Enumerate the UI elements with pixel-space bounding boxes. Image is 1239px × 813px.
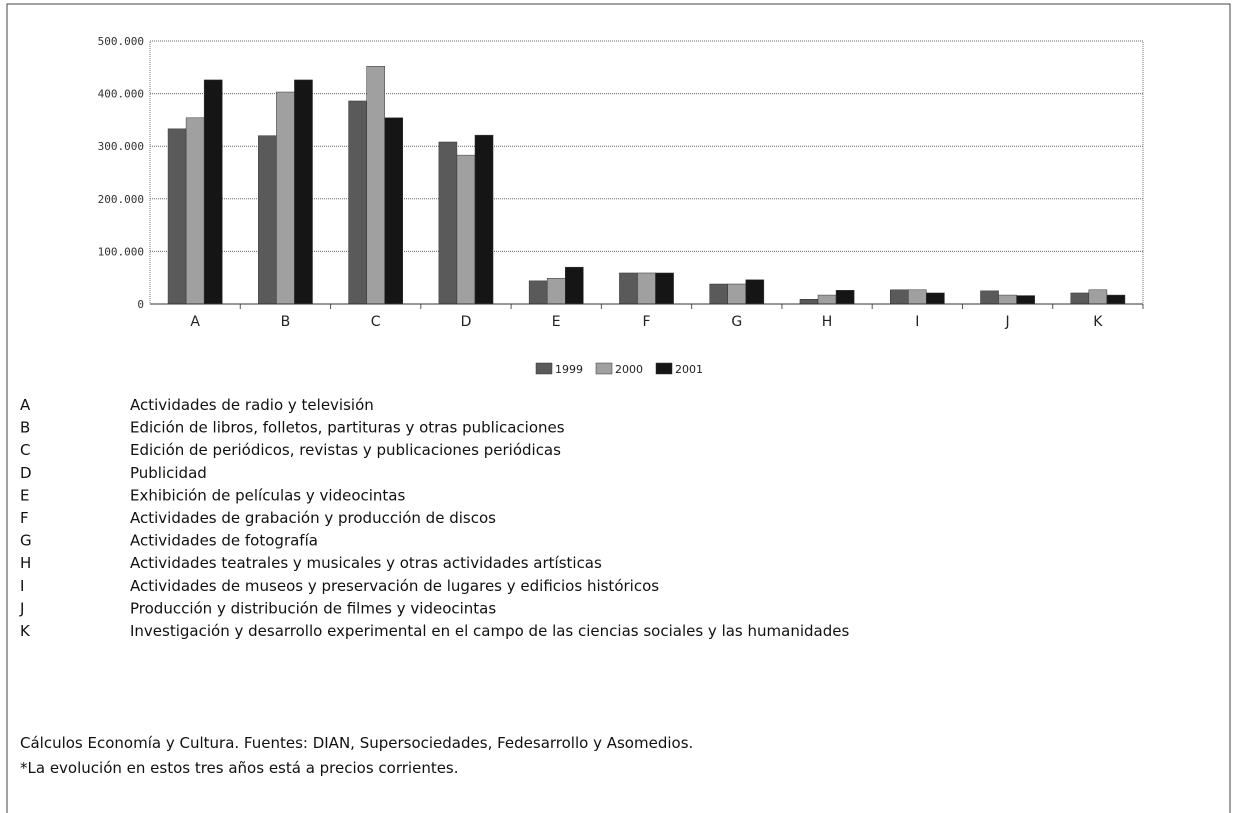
legend-label: 2001 (675, 363, 703, 376)
bar (185, 117, 205, 305)
description-text: Actividades de fotografía (130, 532, 318, 550)
bar (1016, 295, 1035, 305)
x-tick-label: E (552, 314, 561, 330)
x-tick-label: C (371, 314, 381, 330)
description-letter: K (20, 622, 31, 640)
description-letter: A (20, 396, 31, 414)
bar (546, 277, 566, 305)
x-tick-label: F (642, 314, 650, 330)
bar (366, 65, 385, 305)
bar (637, 272, 656, 305)
bar (203, 79, 223, 305)
y-tick-label: 0 (137, 298, 144, 311)
bar (745, 279, 765, 305)
bar (817, 294, 837, 305)
bar (709, 283, 728, 305)
source: Cálculos Economía y Cultura. Fuentes: DI… (20, 734, 693, 752)
description-letter: J (19, 599, 24, 617)
bar (1070, 292, 1090, 305)
bar (528, 280, 548, 305)
y-tick-label: 100.000 (98, 245, 144, 258)
bar (1106, 294, 1126, 305)
frame (6, 3, 1231, 813)
x-tick-label: J (1005, 314, 1010, 330)
description-text: Actividades teatrales y musicales y otra… (130, 554, 602, 572)
description-letter: D (20, 464, 32, 482)
y-tick-label: 200.000 (98, 193, 144, 206)
bar (980, 290, 999, 305)
description-text: Actividades de museos y preservación de … (130, 577, 659, 595)
y-tick-label: 500.000 (98, 35, 144, 48)
description-text: Exhibición de películas y videocintas (130, 486, 405, 504)
y-tick-label: 400.000 (98, 88, 144, 101)
description-text: Actividades de radio y televisión (130, 396, 374, 414)
bar (799, 299, 819, 305)
bar (889, 289, 909, 305)
x-tick-label: D (461, 314, 472, 330)
bar (727, 283, 747, 305)
description-letter: G (20, 532, 32, 550)
description-text: Publicidad (130, 464, 207, 482)
bar (384, 117, 404, 305)
legend-swatch (655, 362, 673, 375)
bar (348, 100, 367, 305)
bar (258, 135, 277, 305)
bar (998, 294, 1017, 305)
description-text: Actividades de grabación y producción de… (130, 509, 496, 527)
x-tick-label: I (915, 314, 919, 330)
description-letter: F (20, 509, 29, 527)
bar (655, 272, 674, 305)
bar (276, 91, 295, 305)
x-tick-label: A (190, 314, 200, 330)
bar (167, 128, 187, 305)
legend-swatch (535, 362, 553, 375)
description-letter: E (20, 486, 29, 504)
description-text: Investigación y desarrollo experimental … (130, 622, 849, 640)
description-letter: I (20, 577, 24, 595)
y-tick-label: 300.000 (98, 140, 144, 153)
x-tick-label: B (281, 314, 291, 330)
x-tick-label: K (1093, 314, 1103, 330)
legend-label: 2000 (615, 363, 643, 376)
description-text: Edición de libros, folletos, partituras … (130, 419, 565, 437)
x-tick-label: H (822, 314, 833, 330)
description-text: Producción y distribución de filmes y vi… (130, 599, 496, 617)
description-letter: C (20, 441, 30, 459)
note: *La evolución en estos tres años está a … (20, 759, 459, 777)
bar (619, 272, 638, 305)
bar (908, 289, 927, 305)
bar (926, 292, 945, 305)
description-letter: B (20, 419, 30, 437)
x-tick-label: G (731, 314, 742, 330)
legend-label: 1999 (555, 363, 583, 376)
bar (835, 290, 855, 305)
legend-swatch (595, 362, 613, 375)
bar (438, 141, 458, 305)
bar (456, 154, 476, 305)
bar (1088, 289, 1108, 305)
bar (474, 134, 494, 305)
bar (565, 266, 584, 305)
bar (294, 79, 313, 305)
description-letter: H (20, 554, 31, 572)
description-text: Edición de periódicos, revistas y public… (130, 441, 561, 459)
